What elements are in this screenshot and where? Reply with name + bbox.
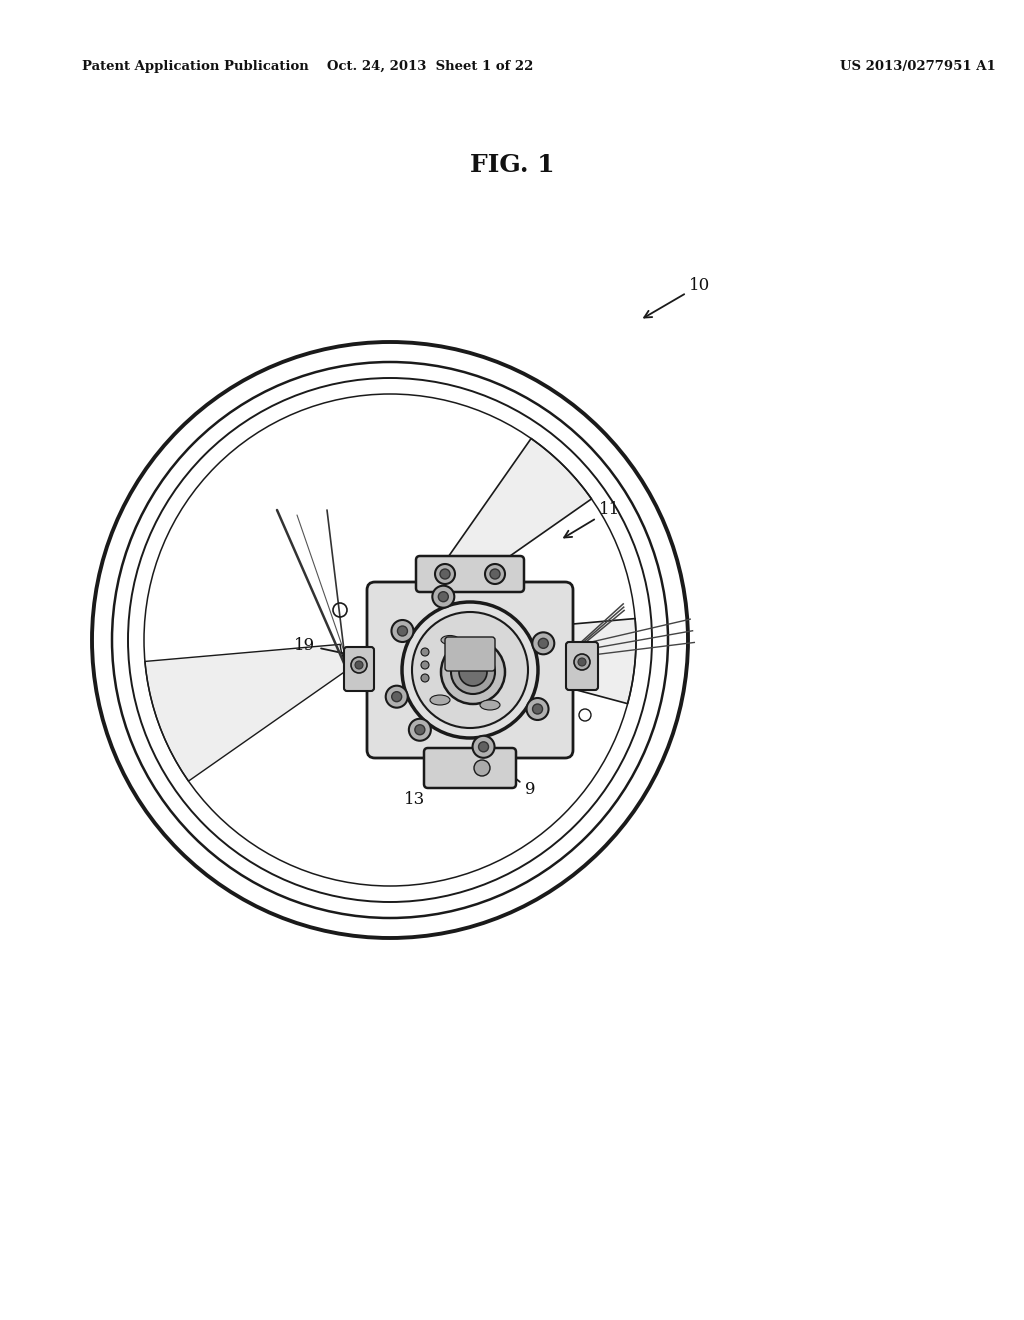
Ellipse shape: [441, 635, 459, 644]
FancyBboxPatch shape: [416, 556, 524, 591]
FancyBboxPatch shape: [566, 642, 598, 690]
Circle shape: [459, 657, 487, 686]
Circle shape: [485, 564, 505, 583]
Circle shape: [526, 698, 549, 719]
Circle shape: [412, 612, 528, 729]
Circle shape: [392, 692, 401, 702]
FancyBboxPatch shape: [445, 638, 495, 671]
Circle shape: [532, 632, 554, 655]
Circle shape: [539, 639, 548, 648]
Circle shape: [578, 657, 586, 667]
Text: 19: 19: [295, 636, 371, 661]
Circle shape: [478, 742, 488, 752]
Text: 11: 11: [564, 502, 621, 537]
Circle shape: [351, 657, 367, 673]
Text: Patent Application Publication: Patent Application Publication: [82, 59, 309, 73]
Text: FIG. 1: FIG. 1: [470, 153, 554, 177]
Text: 10: 10: [644, 276, 711, 318]
Circle shape: [451, 649, 495, 694]
Circle shape: [421, 648, 429, 656]
Polygon shape: [419, 438, 592, 611]
Circle shape: [397, 626, 408, 636]
Circle shape: [435, 564, 455, 583]
Circle shape: [421, 661, 429, 669]
Text: US 2013/0277951 A1: US 2013/0277951 A1: [840, 59, 995, 73]
Circle shape: [438, 591, 449, 602]
Circle shape: [440, 569, 450, 579]
Circle shape: [386, 685, 408, 708]
Ellipse shape: [430, 696, 450, 705]
Circle shape: [391, 620, 414, 642]
Circle shape: [409, 719, 431, 741]
Circle shape: [574, 653, 590, 671]
Polygon shape: [438, 619, 636, 704]
FancyBboxPatch shape: [424, 748, 516, 788]
Circle shape: [415, 725, 425, 735]
Circle shape: [432, 586, 455, 607]
Circle shape: [421, 675, 429, 682]
Circle shape: [355, 661, 362, 669]
Polygon shape: [145, 644, 349, 781]
Circle shape: [472, 735, 495, 758]
Circle shape: [441, 640, 505, 704]
Text: 13: 13: [404, 792, 426, 808]
FancyBboxPatch shape: [344, 647, 374, 690]
Ellipse shape: [480, 700, 500, 710]
Circle shape: [474, 760, 490, 776]
Circle shape: [532, 704, 543, 714]
FancyBboxPatch shape: [367, 582, 573, 758]
Text: 9: 9: [499, 766, 536, 799]
Circle shape: [490, 569, 500, 579]
Text: Oct. 24, 2013  Sheet 1 of 22: Oct. 24, 2013 Sheet 1 of 22: [327, 59, 534, 73]
